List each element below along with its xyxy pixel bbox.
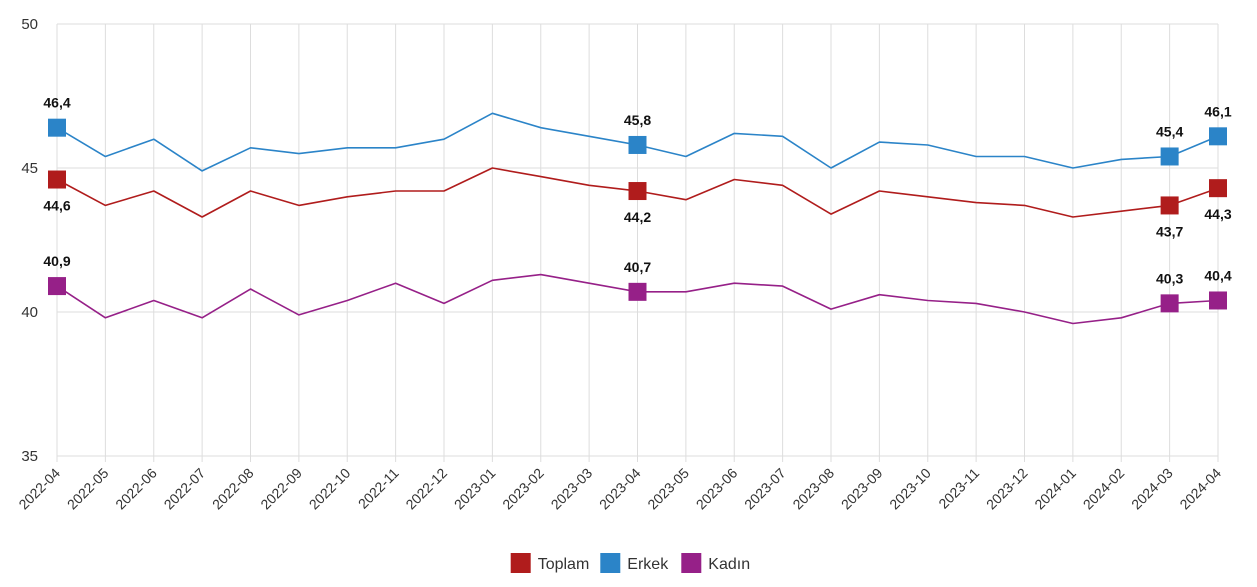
legend[interactable]: Toplam Erkek Kadın [510,553,750,573]
series-markers [48,118,1227,313]
data-point-marker[interactable] [1160,196,1179,215]
x-tick-label: 2023-07 [741,465,789,513]
x-tick-label: 2024-04 [1176,465,1224,513]
data-point-marker[interactable] [48,277,66,296]
data-point-marker[interactable] [1160,147,1179,166]
data-label: 40,4 [1204,267,1231,283]
data-point-marker[interactable] [1209,127,1227,146]
x-tick-label: 2024-01 [1031,465,1079,513]
x-tick-label: 2023-10 [886,465,934,513]
data-label: 44,2 [624,209,651,225]
data-point-marker[interactable] [48,170,66,189]
y-tick-label: 50 [21,16,38,33]
data-point-marker[interactable] [48,118,66,137]
legend-swatch [681,553,702,573]
y-tick-label: 45 [21,160,38,177]
grid [56,23,1219,462]
legend-item-kadın[interactable]: Kadın [681,553,750,573]
legend-label: Erkek [627,556,669,573]
x-tick-label: 2023-12 [983,465,1031,513]
x-tick-label: 2022-12 [402,465,450,513]
x-tick-label: 2022-07 [161,465,209,513]
x-axis: 2022-04 2022-05 2022-06 2022-07 2022-08 2022-… [15,465,1224,513]
data-label: 45,8 [624,112,651,128]
x-tick-label: 2022-09 [257,465,305,513]
data-point-marker[interactable] [628,282,647,301]
data-label: 44,6 [43,198,70,214]
x-tick-label: 2023-11 [935,465,982,512]
y-tick-label: 40 [21,304,38,321]
x-tick-label: 2024-03 [1128,465,1176,513]
legend-label: Toplam [538,556,590,573]
x-tick-label: 2023-04 [596,465,644,513]
x-tick-label: 2023-03 [548,465,596,513]
x-tick-label: 2023-01 [451,465,499,513]
data-label: 40,9 [43,253,70,269]
data-label: 45,4 [1156,123,1183,139]
data-label: 44,3 [1204,206,1231,222]
y-axis: 35 40 45 50 [21,16,38,465]
x-tick-label: 2022-05 [64,465,112,513]
x-tick-label: 2022-08 [209,465,257,513]
legend-label: Kadın [708,556,750,573]
data-label: 40,7 [624,259,651,275]
data-point-marker[interactable] [1209,179,1227,198]
data-point-marker[interactable] [628,182,647,201]
x-tick-label: 2023-05 [644,465,692,513]
data-label: 40,3 [1156,270,1183,286]
x-tick-label: 2023-09 [838,465,886,513]
data-point-marker[interactable] [1209,291,1227,310]
x-tick-label: 2022-11 [355,465,402,512]
x-tick-label: 2023-06 [693,465,741,513]
data-label: 43,7 [1156,223,1183,239]
data-label: 46,4 [43,95,70,111]
x-tick-label: 2022-04 [15,465,63,513]
data-label: 46,1 [1204,103,1231,119]
data-point-marker[interactable] [628,135,647,154]
legend-swatch [510,553,531,573]
legend-swatch [600,553,621,573]
x-tick-label: 2023-08 [789,465,837,513]
y-tick-label: 35 [21,448,38,465]
data-point-marker[interactable] [1160,294,1179,313]
x-tick-label: 2022-06 [112,465,160,513]
x-tick-label: 2022-10 [306,465,354,513]
data-labels: 44,6 44,2 43,7 44,3 46,4 45,8 45,4 46,1 40,9 40,7… [43,95,1231,287]
legend-item-erkek[interactable]: Erkek [600,553,669,573]
x-tick-label: 2023-02 [499,465,547,513]
legend-item-toplam[interactable]: Toplam [510,553,590,573]
x-tick-label: 2024-02 [1080,465,1128,513]
